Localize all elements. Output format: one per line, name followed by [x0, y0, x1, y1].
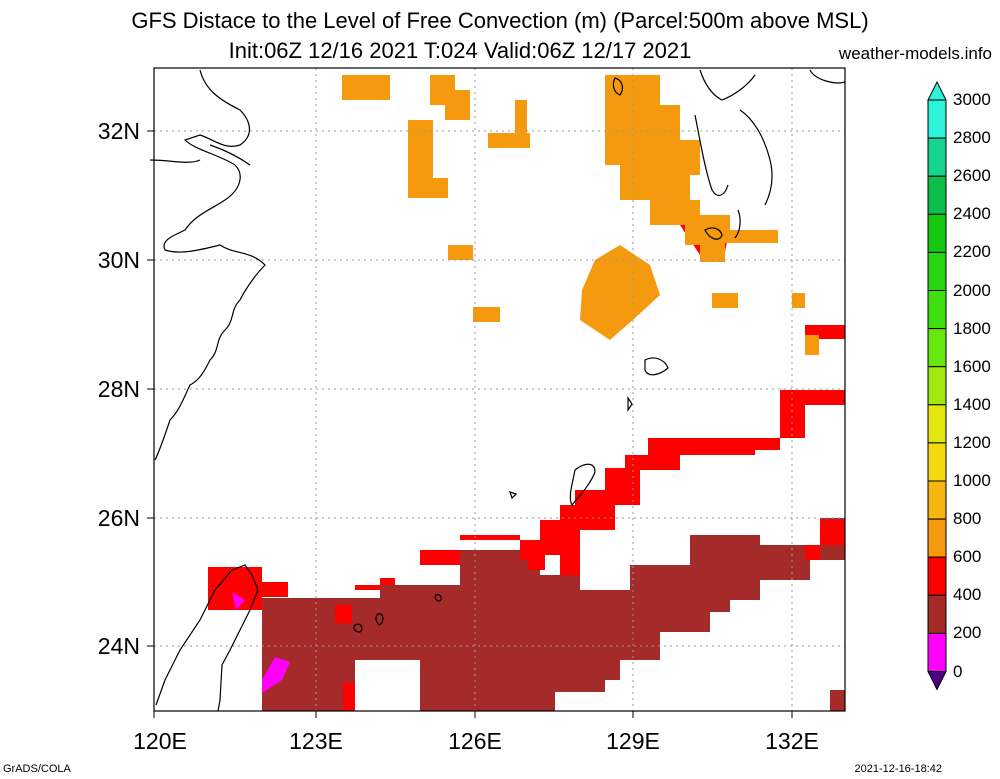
- colorbar-swatch: [927, 99, 947, 139]
- colorbar-label: 1400: [953, 394, 991, 414]
- colorbar-label: 2200: [953, 242, 991, 262]
- colorbar-label: 200: [953, 623, 982, 643]
- field-200: [232, 592, 290, 693]
- colorbar-label: 1800: [953, 318, 991, 338]
- colorbar-label: 600: [953, 547, 982, 567]
- colorbar-label: 400: [953, 585, 982, 605]
- colorbar-min-arrow: [927, 671, 947, 691]
- colorbar-swatch: [927, 594, 947, 634]
- colorbar-label: 3000: [953, 90, 991, 109]
- footer-software: GrADS/COLA: [3, 763, 71, 775]
- colorbar-swatch: [927, 366, 947, 406]
- colorbar-swatch: [927, 251, 947, 291]
- lat-label: 24N: [97, 633, 140, 659]
- colorbar-swatch: [927, 556, 947, 596]
- colorbar-label: 1000: [953, 471, 991, 490]
- colorbar-swatch: [927, 290, 947, 330]
- lon-label: 126E: [448, 728, 502, 754]
- colorbar-swatch: [927, 632, 947, 673]
- lat-label: 26N: [97, 505, 140, 531]
- grid-lines: [154, 68, 845, 711]
- colorbar-swatch: [927, 404, 947, 444]
- colorbar-label: 0: [953, 661, 963, 681]
- colorbar-swatch: [927, 442, 947, 482]
- colorbar-label: 2600: [953, 166, 991, 186]
- lat-label: 30N: [97, 247, 140, 273]
- precip-field: [208, 75, 845, 711]
- colorbar-swatch: [927, 137, 947, 177]
- lat-label: 32N: [97, 118, 140, 144]
- axis-ticks: [147, 130, 793, 718]
- colorbar-swatch: [927, 518, 947, 558]
- colorbar-label: 2400: [953, 204, 991, 224]
- colorbar-swatch: [927, 213, 947, 253]
- field-800: [342, 75, 819, 355]
- lon-label: 120E: [133, 728, 187, 754]
- lon-label: 123E: [289, 728, 343, 754]
- colorbar-max-arrow: [927, 80, 947, 101]
- footer-timestamp: 2021-12-16-18:42: [854, 763, 942, 775]
- colorbar-label: 2800: [953, 128, 991, 148]
- colorbar: [927, 80, 947, 691]
- lon-label: 132E: [765, 728, 819, 754]
- map-title: GFS Distace to the Level of Free Convect…: [131, 8, 869, 33]
- lon-label: 129E: [606, 728, 660, 754]
- colorbar-swatch: [927, 328, 947, 368]
- colorbar-swatch: [927, 480, 947, 520]
- colorbar-label: 1200: [953, 432, 991, 452]
- colorbar-label: 1600: [953, 356, 991, 376]
- lat-label: 28N: [97, 376, 140, 402]
- colorbar-label: 2000: [953, 280, 991, 300]
- site-credit: weather-models.info: [838, 44, 992, 63]
- coastlines: [149, 69, 846, 712]
- colorbar-swatch: [927, 175, 947, 215]
- map-subtitle: Init:06Z 12/16 2021 T:024 Valid:06Z 12/1…: [228, 38, 692, 63]
- colorbar-label: 800: [953, 509, 982, 529]
